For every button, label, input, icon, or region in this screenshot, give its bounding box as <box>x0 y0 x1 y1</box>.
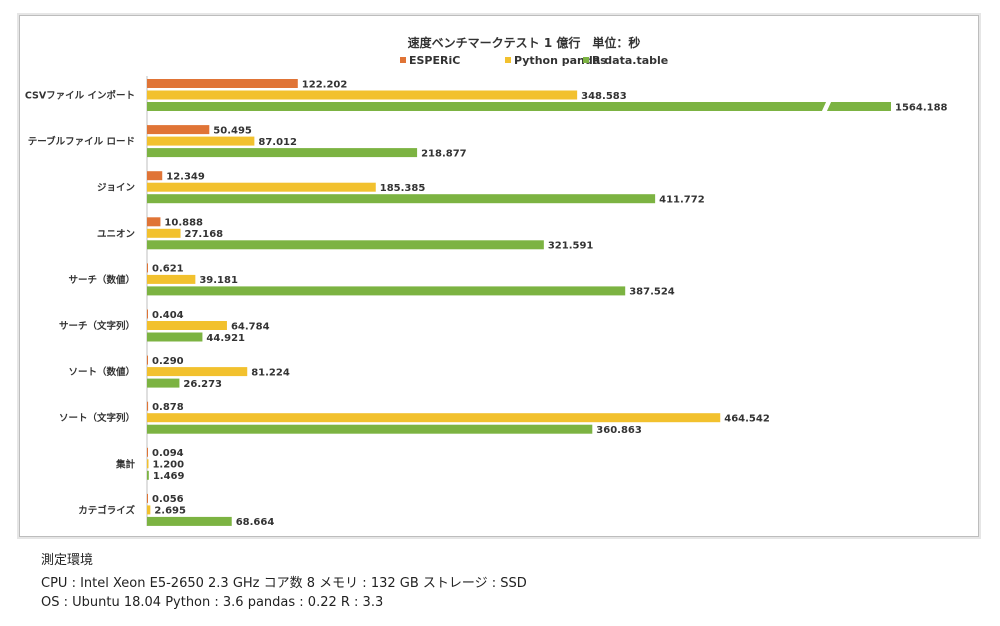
data-label: 87.012 <box>258 137 297 148</box>
data-label: 387.524 <box>629 287 675 298</box>
data-label: 26.273 <box>183 379 222 390</box>
bar <box>147 309 148 319</box>
data-label: 0.094 <box>152 448 184 459</box>
data-label: 44.921 <box>206 333 245 344</box>
data-label: 10.888 <box>164 218 203 229</box>
bar <box>147 194 656 204</box>
bar <box>147 516 232 526</box>
data-label: 411.772 <box>659 195 705 206</box>
bar <box>147 286 626 296</box>
data-label: 122.202 <box>302 79 348 90</box>
bar <box>147 424 593 434</box>
bar <box>147 240 544 250</box>
data-label: 2.695 <box>154 506 186 517</box>
data-label: 12.349 <box>166 172 205 183</box>
environment-os-line: OS : Ubuntu 18.04 Python : 3.6 pandas : … <box>41 595 384 610</box>
bar <box>147 367 248 377</box>
data-label: 0.878 <box>152 402 184 413</box>
bar <box>147 355 148 365</box>
category-label: ユニオン <box>97 229 135 240</box>
bar <box>147 79 298 88</box>
data-label: 218.877 <box>421 148 467 159</box>
data-label: 39.181 <box>199 275 238 286</box>
bar <box>147 332 203 342</box>
environment-title: 測定環境 <box>41 553 94 568</box>
bar <box>147 274 196 284</box>
data-label: 185.385 <box>380 183 426 194</box>
category-label: CSVファイル インポート <box>25 90 135 102</box>
data-label: 1564.188 <box>895 102 948 113</box>
legend-label-1: ESPERiC <box>409 54 460 67</box>
data-label: 321.591 <box>548 241 594 252</box>
data-label: 0.621 <box>152 264 184 275</box>
bar <box>147 228 181 238</box>
legend-swatch-1 <box>400 57 406 63</box>
data-label: 0.056 <box>152 494 184 505</box>
bar <box>147 493 148 503</box>
bar <box>147 136 255 146</box>
category-label: サーチ（数値） <box>68 274 135 286</box>
bar <box>147 182 376 192</box>
bar <box>147 321 227 330</box>
data-label: 27.168 <box>185 229 224 240</box>
axis-break-marker <box>821 100 832 113</box>
data-label: 1.200 <box>152 460 184 471</box>
category-label: カテゴライズ <box>78 504 135 516</box>
bar <box>147 102 891 111</box>
bar <box>147 447 148 457</box>
category-label: テーブルファイル ロード <box>28 136 135 148</box>
bar <box>147 413 721 423</box>
data-label: 64.784 <box>231 321 270 332</box>
category-label: ソート（数値） <box>68 366 135 378</box>
environment-cpu-line: CPU : Intel Xeon E5-2650 2.3 GHz コア数 8 メ… <box>41 576 527 591</box>
bar <box>147 125 210 135</box>
bar <box>147 263 148 273</box>
category-label: ソート（文字列） <box>59 412 135 424</box>
bar <box>147 148 418 158</box>
data-label: 68.664 <box>236 517 275 528</box>
category-label: サーチ（文字列） <box>59 320 135 332</box>
chart-title: 速度ベンチマークテスト 1 億行 単位：秒 <box>408 35 641 50</box>
bar <box>147 378 180 388</box>
data-label: 0.290 <box>152 356 184 367</box>
bar <box>147 459 149 469</box>
bar <box>147 217 161 227</box>
bar <box>147 401 149 411</box>
legend-swatch-2 <box>505 57 511 63</box>
data-label: 50.495 <box>213 125 252 136</box>
data-label: 360.863 <box>596 425 642 436</box>
category-label: 集計 <box>115 458 136 470</box>
data-label: 0.404 <box>152 310 184 321</box>
legend-label-3: R data.table <box>592 54 668 67</box>
bar <box>147 505 151 515</box>
data-label: 348.583 <box>581 91 627 102</box>
bar <box>147 90 578 100</box>
category-label: ジョイン <box>97 183 135 194</box>
bar <box>147 470 149 480</box>
legend-swatch-3 <box>583 57 589 63</box>
chart-frame: 速度ベンチマークテスト 1 億行 単位：秒 ESPERiC Python panda… <box>19 15 979 537</box>
data-label: 1.469 <box>153 471 185 482</box>
data-label: 464.542 <box>724 414 770 425</box>
data-label: 81.224 <box>251 367 290 378</box>
bar <box>147 171 163 181</box>
